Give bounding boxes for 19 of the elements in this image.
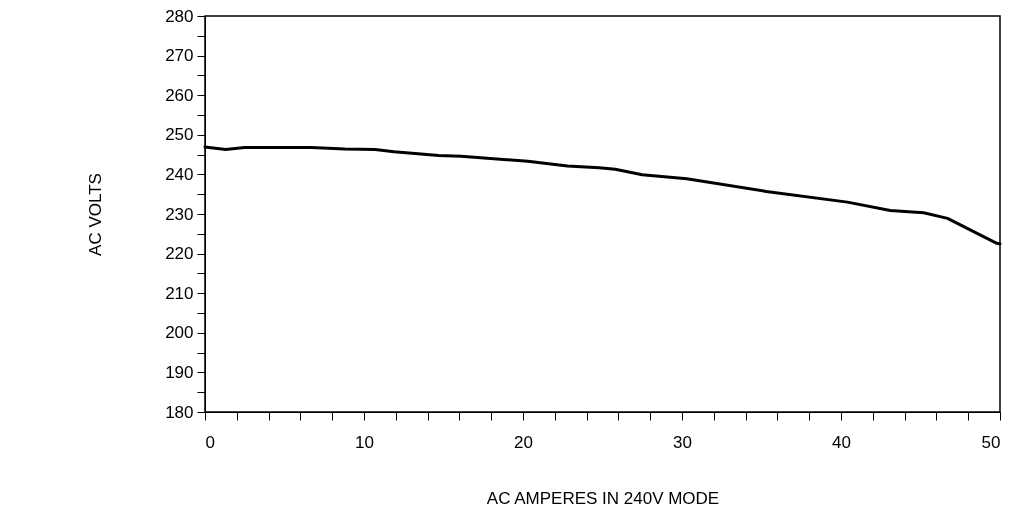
x-tick-label: 20 [514,432,533,452]
y-tick-label: 240 [165,164,194,184]
y-tick-label: 190 [165,362,194,382]
x-tick-label: 50 [981,432,1001,452]
x-tick-label: 30 [673,432,692,452]
y-tick-label: 270 [165,46,194,66]
y-tick-label: 280 [165,6,194,26]
y-tick-label: 250 [165,125,194,145]
x-axis-title: AC AMPERES IN 240V MODE [486,488,720,508]
x-tick-label: 0 [205,432,215,452]
x-tick-label: 40 [832,432,851,452]
y-tick-label: 180 [165,402,194,422]
y-tick-label: 230 [165,204,194,224]
y-tick-label: 260 [165,85,194,105]
y-tick-label: 210 [165,283,194,303]
x-tick-label: 10 [355,432,374,452]
y-axis-title: AC VOLTS [86,173,106,256]
y-tick-label: 200 [165,323,194,343]
y-tick-label: 220 [165,244,194,264]
